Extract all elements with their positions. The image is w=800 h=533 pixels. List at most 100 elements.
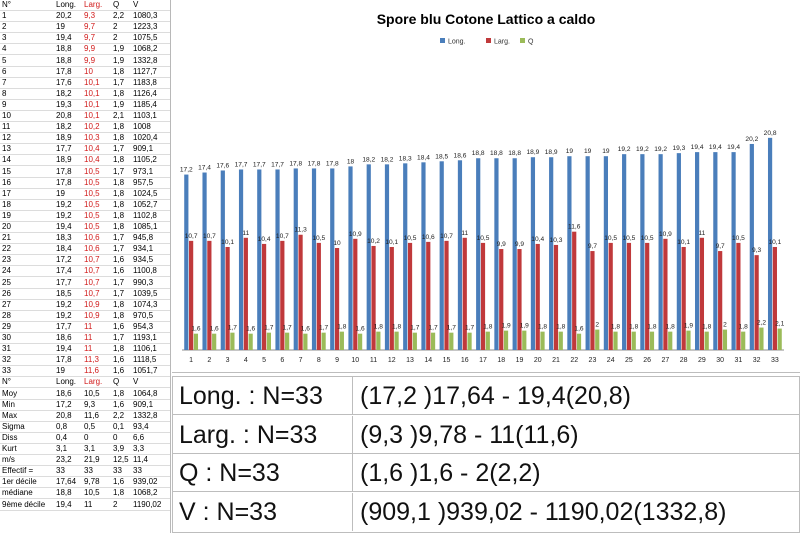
bar-long — [257, 169, 262, 350]
table-cell: 9 — [2, 99, 7, 109]
table-cell: 1,7 — [113, 144, 125, 154]
table-cell: Kurt — [2, 444, 17, 453]
table-cell: 17,8 — [56, 166, 72, 176]
stats-range: (909,1 )939,02 - 1190,02(1332,8) — [360, 497, 727, 526]
data-label: 1,8 — [666, 324, 675, 331]
x-tick-label: 5 — [262, 357, 266, 364]
table-cell: 1,9 — [113, 55, 125, 65]
table-cell: Sigma — [2, 421, 25, 431]
table-cell: 1127,7 — [133, 66, 157, 76]
table-cell: 1190,02 — [133, 499, 162, 509]
table-cell: 11,4 — [133, 455, 148, 465]
bar-q — [467, 332, 472, 350]
bar-larg — [499, 249, 504, 350]
table-cell: 1126,4 — [133, 88, 157, 98]
table-cell: 1332,8 — [133, 55, 158, 65]
table-cell: 1 — [2, 11, 7, 21]
data-label: 10,5 — [404, 235, 417, 242]
bar-long — [476, 158, 481, 350]
bar-larg — [261, 243, 267, 350]
table-cell: 5 — [2, 55, 7, 65]
table-cell: 17,2 — [56, 255, 72, 265]
table-row: 10 20,8 10,1 2,1 1103,1 — [0, 111, 170, 123]
bar-q — [193, 333, 199, 350]
bar-q — [558, 331, 563, 350]
bar-larg — [480, 242, 486, 350]
bar-long — [749, 143, 754, 350]
bar-q — [285, 332, 290, 350]
table-cell: 19,2 — [56, 199, 72, 209]
data-label: 9,9 — [515, 241, 524, 248]
table-cell: 1,7 — [113, 77, 125, 87]
bar-larg — [553, 244, 559, 350]
table-cell: 1,7 — [113, 288, 125, 298]
table-cell: 1105,2 — [133, 155, 157, 165]
data-label: 10 — [333, 240, 341, 247]
x-tick-label: 22 — [570, 357, 578, 364]
table-cell: 93,4 — [133, 421, 149, 431]
data-label: 2 — [723, 322, 727, 329]
table-cell: 1,6 — [113, 355, 125, 365]
bar-larg — [207, 240, 212, 350]
data-label: 19,4 — [709, 144, 722, 151]
data-label: 10,6 — [422, 234, 435, 241]
table-row: 23 17,2 10,7 1,6 934,5 — [0, 255, 170, 267]
table-cell: 23,2 — [56, 455, 72, 465]
table-cell: 12 — [2, 133, 11, 143]
data-label: 11 — [698, 230, 705, 237]
bar-larg — [535, 243, 540, 350]
table-cell: 9,3 — [84, 399, 96, 409]
table-cell: 934,1 — [133, 244, 154, 254]
bar-q — [358, 333, 363, 350]
table-cell: 21,9 — [84, 455, 100, 465]
bar-larg — [626, 242, 632, 350]
bar-q — [212, 333, 217, 350]
table-row: 19 19,2 10,5 1,8 1102,8 — [0, 211, 170, 222]
data-label: 10,7 — [276, 233, 289, 240]
data-label: 18,9 — [545, 149, 558, 156]
table-header-row: N° Long. Larg. Q V — [0, 0, 170, 12]
table-row: 24 17,4 10,7 1,6 1100,8 — [0, 266, 170, 278]
table-cell: 2 — [2, 22, 7, 32]
bar-long — [530, 157, 536, 350]
table-row: m/s 23,2 21,9 12,5 11,4 — [0, 455, 170, 467]
bar-q — [631, 331, 636, 350]
bar-larg — [225, 246, 230, 350]
bar-long — [220, 170, 225, 350]
bar-long — [275, 169, 280, 350]
table-cell: 10,7 — [84, 288, 100, 298]
table-row: 28 19,2 10,9 1,8 970,5 — [0, 311, 170, 322]
stats-label: Q : N=33 — [179, 459, 280, 487]
table-cell: 10 — [2, 111, 11, 120]
data-label: 10,1 — [677, 239, 690, 246]
data-label: 19,3 — [672, 145, 685, 152]
data-label: 10,2 — [367, 238, 380, 245]
table-row: 20 19,4 10,5 1,8 1085,1 — [0, 222, 170, 234]
table-cell: 9,78 — [84, 477, 100, 487]
data-label: 1,8 — [611, 324, 620, 331]
table-cell: Effectif = — [2, 466, 34, 476]
bar-long — [585, 156, 590, 350]
stats-range: (17,2 )17,64 - 19,4(20,8) — [360, 382, 631, 410]
bar-larg — [572, 231, 577, 350]
table-cell: 10,1 — [84, 99, 100, 109]
bar-q — [777, 328, 782, 350]
table-cell: 10,5 — [84, 177, 100, 187]
table-cell: 11 — [84, 344, 93, 354]
table-cell: 1103,1 — [133, 111, 157, 120]
bar-q — [595, 329, 600, 350]
bar-long — [640, 154, 645, 350]
table-cell: 17 — [2, 188, 11, 198]
bar-long — [622, 154, 627, 350]
table-cell: 19 — [56, 22, 65, 32]
stats-divider — [352, 454, 353, 492]
bar-q — [412, 332, 417, 350]
bar-larg — [663, 238, 668, 350]
table-cell: 1,6 — [113, 321, 125, 331]
table-cell: 25 — [2, 277, 11, 287]
x-tick-label: 15 — [443, 357, 451, 364]
x-tick-label: 1 — [189, 357, 193, 364]
table-cell: 17,7 — [56, 277, 72, 287]
table-cell: 10,4 — [84, 144, 100, 154]
bar-q — [248, 333, 253, 350]
